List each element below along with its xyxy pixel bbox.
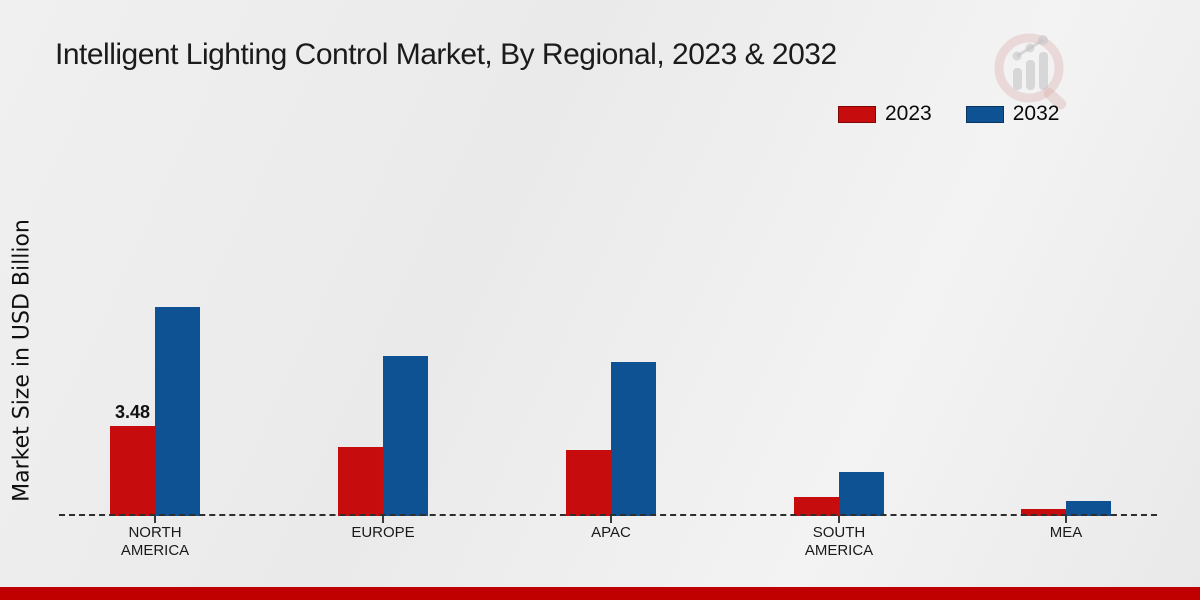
chart-title: Intelligent Lighting Control Market, By … (55, 38, 837, 71)
category-label-apac: APAC (591, 524, 631, 541)
x-axis-tick-north-america (154, 516, 156, 523)
legend-item-2023: 2023 (838, 102, 932, 126)
bar-2023-mea (1021, 509, 1066, 516)
magnifier-bar-chart-logo-icon (994, 33, 1067, 110)
legend-swatch-2023 (838, 105, 876, 123)
x-axis-tick-south-america (838, 516, 840, 523)
bar-2032-north-america (155, 307, 200, 516)
bar-2032-mea (1066, 501, 1111, 516)
category-label-south-america: SOUTH AMERICA (804, 524, 874, 559)
bar-2032-apac (611, 362, 656, 516)
category-label-europe: EUROPE (351, 524, 415, 541)
legend: 2023 2032 (838, 102, 1059, 126)
category-label-north-america: NORTH AMERICA (120, 524, 190, 559)
x-axis-tick-mea (1065, 516, 1067, 523)
bar-2032-europe (383, 356, 428, 516)
legend-label-2023: 2023 (885, 102, 932, 125)
x-axis-baseline (59, 514, 1157, 516)
legend-item-2032: 2032 (965, 102, 1060, 126)
legend-label-2032: 2032 (1012, 102, 1060, 125)
x-axis-tick-apac (610, 516, 612, 523)
bar-2032-south-america (839, 472, 884, 516)
bar-2023-europe (338, 447, 383, 516)
bar-2023-apac (566, 450, 611, 516)
bar-2023-north-america (110, 426, 155, 516)
legend-swatch-2032 (965, 105, 1004, 123)
category-label-mea: MEA (1049, 524, 1083, 541)
footer-accent-bar (0, 587, 1200, 600)
bar-2023-south-america (794, 497, 839, 516)
x-axis-tick-europe (382, 516, 384, 523)
data-label-2023-north-america: 3.48 (114, 402, 151, 422)
